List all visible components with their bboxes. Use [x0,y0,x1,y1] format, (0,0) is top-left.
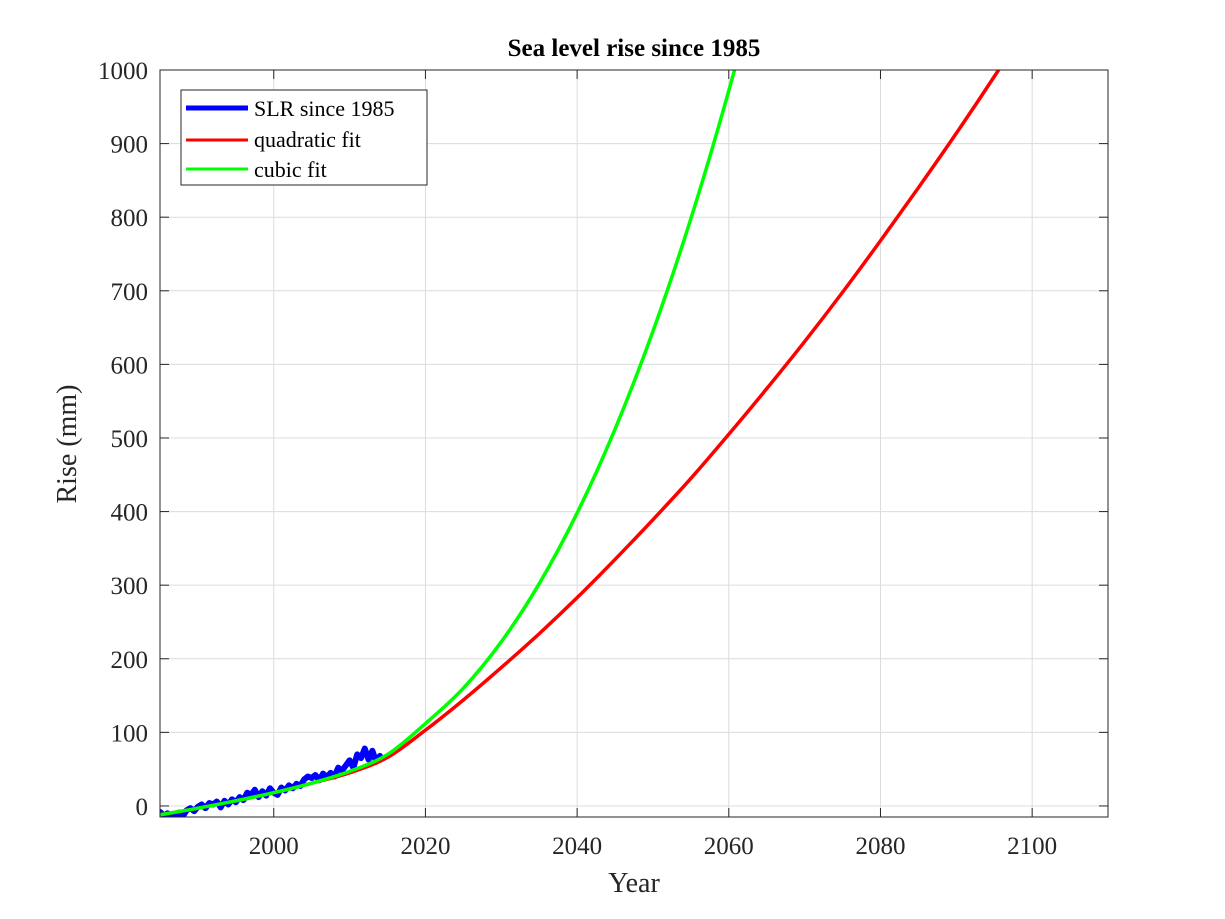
y-tick-label: 300 [111,573,149,600]
y-tick-label: 200 [111,647,149,674]
y-tick-label: 500 [111,426,149,453]
x-tick-label: 2000 [249,833,299,860]
chart-title: Sea level rise since 1985 [508,35,761,62]
y-tick-label: 900 [111,132,149,159]
legend-label-quadratic: quadratic fit [254,127,361,152]
y-tick-label: 100 [111,720,149,747]
y-tick-label: 600 [111,352,149,379]
y-tick-label: 700 [111,279,149,306]
x-tick-label: 2100 [1007,833,1057,860]
legend-label-slr: SLR since 1985 [254,96,395,121]
legend-label-cubic: cubic fit [254,157,327,182]
series-cubic-fit [160,70,737,817]
tick-marks [160,69,1108,817]
y-tick-label: 800 [111,205,149,232]
y-axis-label: Rise (mm) [52,385,83,504]
y-tick-label: 0 [136,794,149,821]
x-tick-label: 2060 [704,833,754,860]
x-tick-labels: 2000 2020 2040 2060 2080 2100 [249,833,1057,860]
y-tick-label: 400 [111,500,149,527]
y-tick-labels: 0 100 200 300 400 500 600 700 800 900 1000 [98,58,148,821]
x-axis-label: Year [608,868,660,899]
x-tick-label: 2020 [400,833,450,860]
y-tick-label: 1000 [98,58,148,85]
series-layer [160,70,1001,817]
axes-frame [159,69,1109,818]
x-tick-label: 2080 [855,833,905,860]
legend: SLR since 1985 quadratic fit cubic fit [180,89,428,186]
x-tick-label: 2040 [552,833,602,860]
plot-area [160,70,1108,817]
